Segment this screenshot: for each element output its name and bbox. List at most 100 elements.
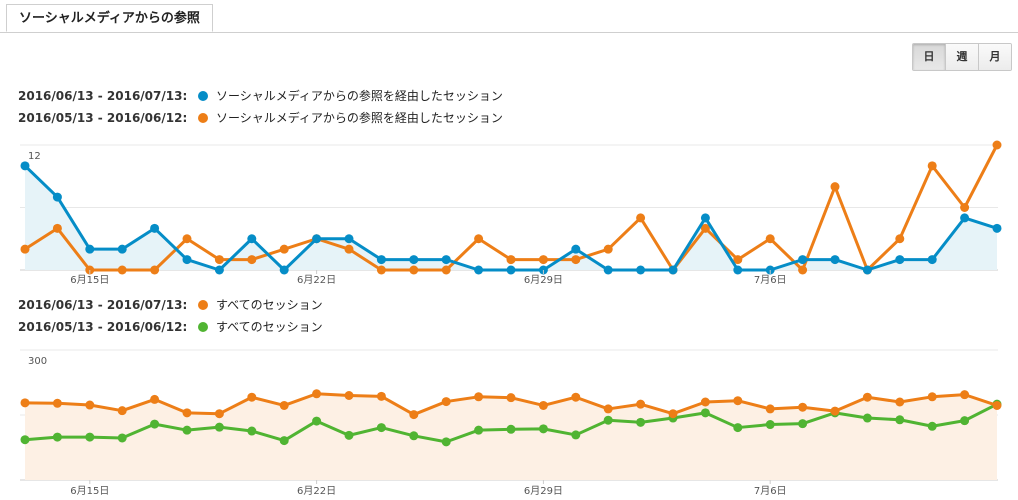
data-point (830, 182, 840, 192)
data-point (52, 223, 62, 233)
data-point (85, 400, 95, 410)
data-point (279, 244, 289, 254)
data-point (538, 255, 548, 265)
data-point (830, 406, 840, 416)
data-point (700, 408, 710, 418)
data-point (927, 392, 937, 402)
data-point (927, 255, 937, 265)
legend-dot-icon (198, 300, 208, 310)
data-point (636, 213, 646, 223)
data-point (376, 423, 386, 433)
data-point (344, 391, 354, 400)
data-point (441, 437, 451, 447)
data-point (506, 255, 516, 265)
data-point (765, 420, 775, 430)
data-point (409, 410, 419, 420)
data-point (247, 255, 257, 265)
data-point (571, 430, 581, 440)
data-point (474, 425, 484, 435)
legend-date-range: 2016/05/13 - 2016/06/12: (18, 320, 188, 334)
legend-row: 2016/06/13 - 2016/07/13: ソーシャルメディアからの参照を… (18, 85, 503, 107)
data-point (895, 397, 905, 407)
data-point (700, 223, 710, 233)
x-tick-label: 7月6日 (754, 274, 787, 286)
data-point (474, 392, 484, 402)
data-point (895, 234, 905, 244)
data-point (85, 432, 95, 442)
data-point (312, 234, 322, 244)
granularity-day-button[interactable]: 日 (913, 44, 945, 70)
legend-dot-icon (198, 322, 208, 332)
data-point (52, 432, 62, 442)
data-point (150, 419, 160, 429)
data-point (798, 402, 808, 412)
data-point (52, 192, 62, 202)
data-point (20, 398, 30, 408)
data-point (765, 234, 775, 244)
y-tick-label: 300 (28, 356, 47, 367)
data-point (214, 255, 224, 265)
x-tick-label: 7月6日 (754, 485, 787, 497)
data-point (862, 265, 872, 275)
data-point (376, 265, 386, 275)
data-point (992, 140, 1002, 150)
data-point (603, 265, 613, 275)
data-point (117, 244, 127, 254)
data-point (571, 244, 581, 254)
data-point (214, 265, 224, 275)
legend-row: 2016/06/13 - 2016/07/13: すべてのセッション (18, 294, 323, 316)
data-point (474, 265, 484, 275)
data-point (733, 423, 743, 433)
data-point (603, 244, 613, 254)
chart1-legend: 2016/06/13 - 2016/07/13: ソーシャルメディアからの参照を… (18, 85, 503, 129)
data-point (733, 396, 743, 406)
data-point (798, 419, 808, 429)
data-point (765, 404, 775, 414)
data-point (798, 255, 808, 265)
data-point (506, 393, 516, 403)
granularity-month-button[interactable]: 月 (978, 44, 1011, 70)
granularity-week-button[interactable]: 週 (945, 44, 978, 70)
x-tick-label: 6月22日 (297, 485, 336, 497)
data-point (603, 404, 613, 414)
data-point (409, 255, 419, 265)
data-point (733, 265, 743, 275)
chart-all-sessions: 1503006月15日6月22日6月29日7月6日 (20, 349, 1002, 497)
data-point (506, 265, 516, 275)
data-point (668, 265, 678, 275)
data-point (409, 431, 419, 441)
chart2-legend: 2016/06/13 - 2016/07/13: すべてのセッション 2016/… (18, 294, 323, 338)
tab-social-referrals[interactable]: ソーシャルメディアからの参照 (6, 4, 213, 32)
data-point (117, 433, 127, 443)
data-point (603, 415, 613, 425)
data-point (830, 255, 840, 265)
data-point (960, 416, 970, 426)
data-point (636, 417, 646, 427)
data-point (862, 413, 872, 423)
x-tick-label: 6月29日 (524, 274, 563, 286)
data-point (700, 213, 710, 223)
legend-date-range: 2016/06/13 - 2016/07/13: (18, 298, 188, 312)
legend-dot-icon (198, 91, 208, 101)
data-point (20, 435, 30, 445)
data-point (895, 415, 905, 425)
data-point (247, 392, 257, 402)
data-point (182, 255, 192, 265)
data-point (344, 244, 354, 254)
data-point (312, 416, 322, 426)
data-point (312, 389, 322, 399)
legend-series-name: すべてのセッション (216, 298, 323, 312)
data-point (506, 424, 516, 434)
legend-date-range: 2016/06/13 - 2016/07/13: (18, 89, 188, 103)
data-point (441, 265, 451, 275)
data-point (247, 426, 257, 436)
data-point (214, 409, 224, 419)
data-point (992, 223, 1002, 233)
data-point (992, 400, 1002, 410)
data-point (862, 392, 872, 402)
data-point (20, 161, 30, 171)
data-point (117, 406, 127, 416)
legend-series-name: ソーシャルメディアからの参照を経由したセッション (216, 89, 503, 103)
data-point (636, 265, 646, 275)
data-point (247, 234, 257, 244)
